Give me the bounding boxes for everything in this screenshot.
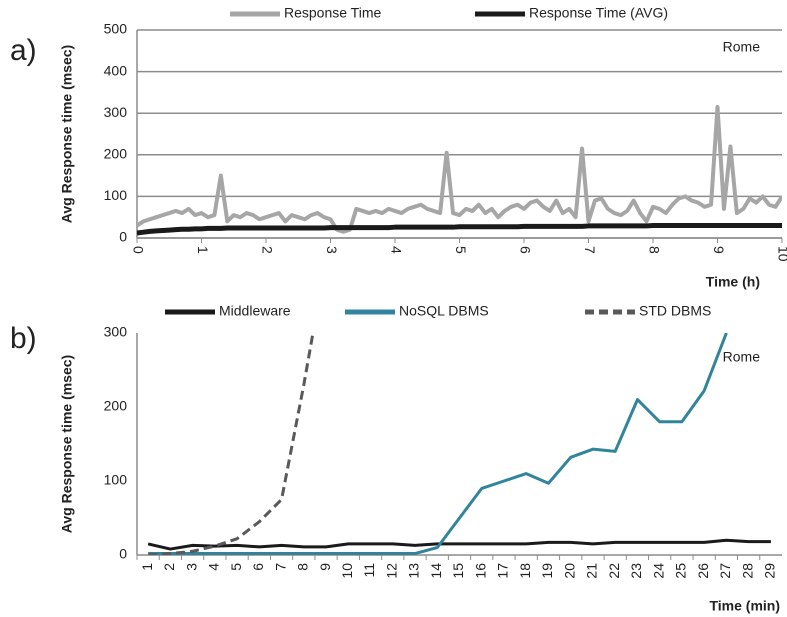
x-tick-label: 22 xyxy=(606,563,622,579)
x-tick-label: 4 xyxy=(206,563,222,571)
series-line xyxy=(147,538,771,551)
y-tick-label: 0 xyxy=(119,546,127,562)
x-tick-label: 10 xyxy=(339,563,355,579)
annotation: Rome xyxy=(723,39,761,55)
y-tick-label: 100 xyxy=(104,472,128,488)
y-axis-title: Avg Response time (msec) xyxy=(59,355,75,533)
legend-label: Response Time xyxy=(284,5,381,21)
x-tick-label: 8 xyxy=(646,246,662,254)
y-tick-label: 200 xyxy=(104,146,128,162)
x-tick-label: 19 xyxy=(539,563,555,579)
x-tick-label: 2 xyxy=(259,246,275,254)
series-line xyxy=(137,223,782,236)
x-tick-label: 29 xyxy=(762,563,778,579)
y-tick-label: 300 xyxy=(104,324,128,340)
x-tick-label: 28 xyxy=(739,563,755,579)
x-tick-label: 0 xyxy=(130,246,146,254)
annotation: Rome xyxy=(723,349,761,365)
x-tick-label: 3 xyxy=(324,246,340,254)
x-tick-label: 2 xyxy=(161,563,177,571)
x-tick-label: 3 xyxy=(183,563,199,571)
x-tick-label: 25 xyxy=(673,563,689,579)
x-axis-title: Time (h) xyxy=(706,274,760,290)
y-tick-label: 200 xyxy=(104,398,128,414)
x-tick-label: 27 xyxy=(717,563,733,579)
panel-label: a) xyxy=(10,34,37,67)
legend-label: NoSQL DBMS xyxy=(399,303,489,319)
legend-label: Middleware xyxy=(219,303,291,319)
y-axis-title: Avg Response time (msec) xyxy=(59,45,75,223)
x-tick-label: 23 xyxy=(628,563,644,579)
legend-label: Response Time (AVG) xyxy=(529,5,668,21)
x-tick-label: 21 xyxy=(584,563,600,579)
x-tick-label: 10 xyxy=(775,246,787,262)
x-tick-label: 6 xyxy=(517,246,533,254)
series-line xyxy=(148,333,315,555)
x-tick-label: 5 xyxy=(453,246,469,254)
x-tick-label: 9 xyxy=(711,246,727,254)
x-tick-label: 26 xyxy=(695,563,711,579)
x-tick-label: 7 xyxy=(272,563,288,571)
x-tick-label: 5 xyxy=(228,563,244,571)
x-tick-label: 20 xyxy=(561,563,577,579)
series-line xyxy=(137,104,782,234)
x-tick-label: 1 xyxy=(139,563,155,571)
panel-label: b) xyxy=(10,322,37,355)
x-tick-label: 9 xyxy=(317,563,333,571)
x-tick-label: 24 xyxy=(650,563,666,579)
series-line xyxy=(148,333,728,555)
x-tick-label: 6 xyxy=(250,563,266,571)
y-tick-label: 100 xyxy=(104,187,128,203)
x-tick-label: 4 xyxy=(388,246,404,254)
y-tick-label: 400 xyxy=(104,62,128,78)
x-tick-label: 14 xyxy=(428,563,444,579)
x-axis-title: Time (min) xyxy=(709,598,780,614)
x-tick-label: 18 xyxy=(517,563,533,579)
x-tick-label: 12 xyxy=(383,563,399,579)
y-tick-label: 500 xyxy=(104,21,128,37)
x-tick-label: 17 xyxy=(495,563,511,579)
x-tick-label: 15 xyxy=(450,563,466,579)
x-tick-label: 16 xyxy=(472,563,488,579)
x-tick-label: 7 xyxy=(582,246,598,254)
y-tick-label: 300 xyxy=(104,104,128,120)
x-tick-label: 1 xyxy=(195,246,211,254)
x-tick-label: 8 xyxy=(295,563,311,571)
legend-label: STD DBMS xyxy=(639,303,711,319)
x-tick-label: 11 xyxy=(361,563,377,578)
y-tick-label: 0 xyxy=(119,229,127,245)
x-tick-label: 13 xyxy=(406,563,422,579)
